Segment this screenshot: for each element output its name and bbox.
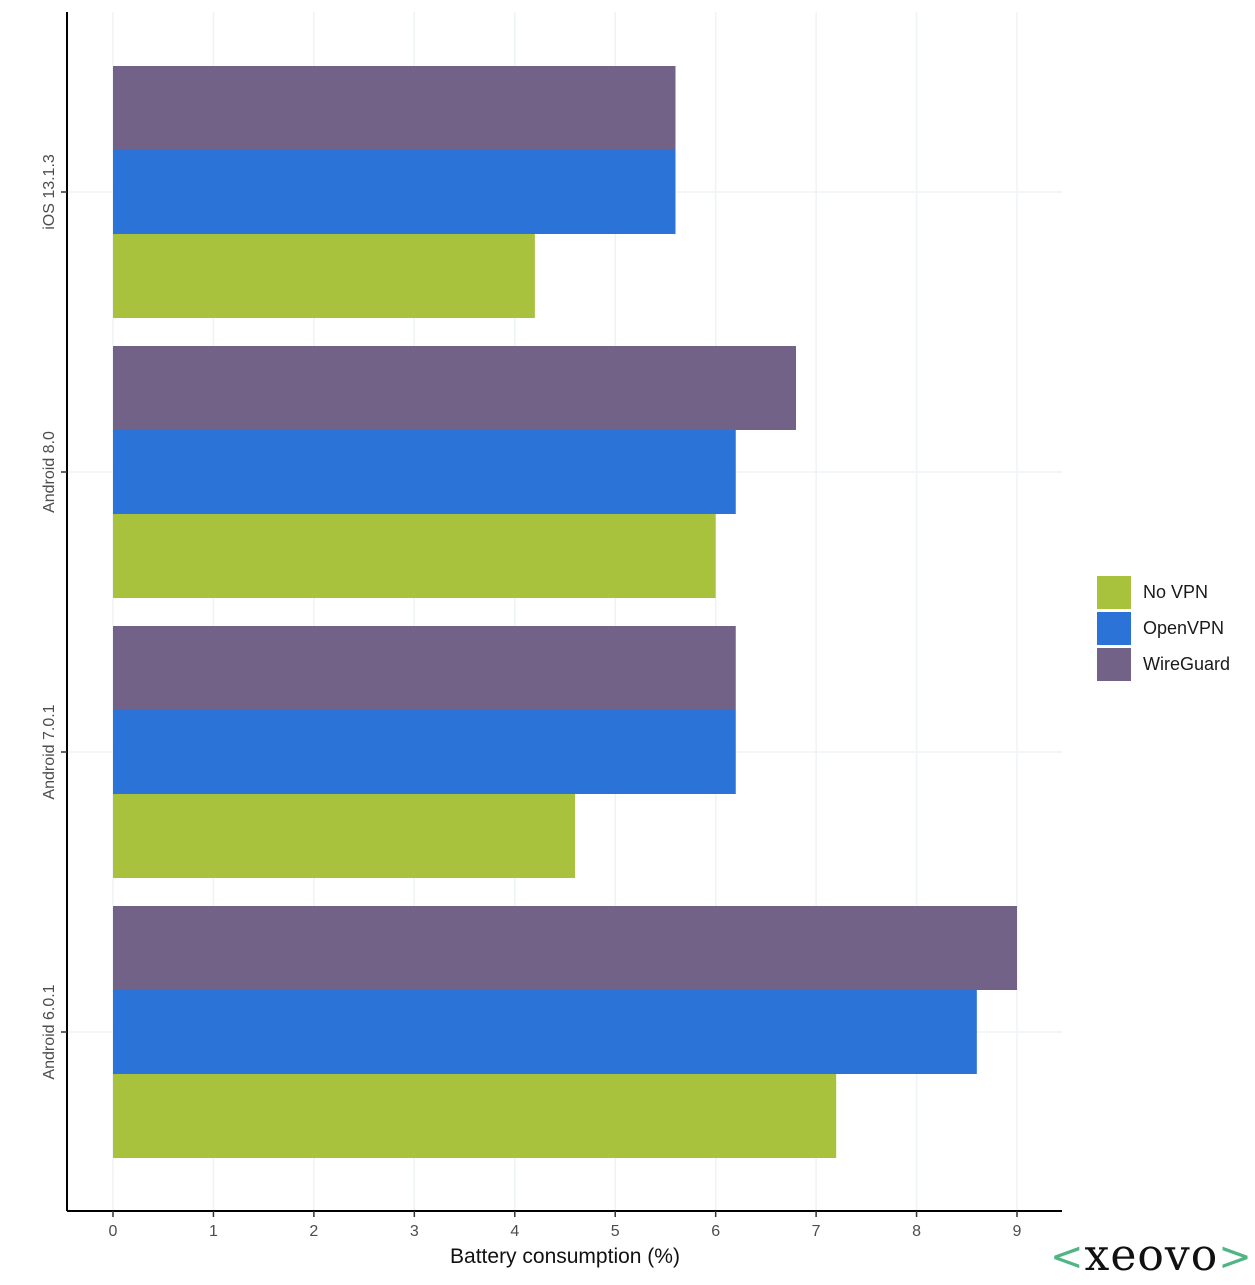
- x-axis-title: Battery consumption (%): [450, 1245, 680, 1268]
- bar-no-vpn: [113, 514, 716, 598]
- legend-label: WireGuard: [1143, 653, 1231, 674]
- bar-no-vpn: [113, 794, 576, 878]
- x-tick-label: 6: [711, 1223, 720, 1240]
- logo-right-bracket: >: [1218, 1234, 1253, 1280]
- x-tick-label: 5: [611, 1223, 620, 1240]
- legend-label: OpenVPN: [1143, 617, 1225, 638]
- x-tick-label: 8: [912, 1223, 921, 1240]
- bar-no-vpn: [113, 234, 535, 318]
- y-tick-label: iOS 13.1.3: [41, 154, 58, 230]
- bar-wireguard: [113, 66, 676, 150]
- bar-openvpn: [113, 430, 736, 514]
- x-tick-label: 2: [309, 1223, 318, 1240]
- bar-openvpn: [113, 150, 676, 234]
- bar-no-vpn: [113, 1074, 837, 1158]
- legend-swatch-no-vpn: [1097, 575, 1131, 609]
- y-tick-label: Android 8.0: [41, 431, 58, 513]
- legend-item-openvpn: OpenVPN: [1097, 610, 1230, 646]
- legend-item-wireguard: WireGuard: [1097, 646, 1230, 682]
- legend: No VPN OpenVPN WireGuard: [1097, 574, 1230, 682]
- y-tick-label: Android 6.0.1: [41, 984, 58, 1079]
- bar-openvpn: [113, 990, 977, 1074]
- x-tick-label: 7: [812, 1223, 821, 1240]
- legend-label: No VPN: [1143, 581, 1209, 602]
- x-tick-label: 4: [510, 1223, 519, 1240]
- legend-swatch-wireguard: [1097, 647, 1131, 681]
- x-tick-label: 3: [410, 1223, 419, 1240]
- logo-text: xeovo: [1084, 1230, 1219, 1281]
- x-tick-label: 0: [109, 1223, 118, 1240]
- x-tick-label: 1: [209, 1223, 218, 1240]
- bar-wireguard: [113, 346, 797, 430]
- bar-openvpn: [113, 710, 736, 794]
- legend-item-no-vpn: No VPN: [1097, 574, 1230, 610]
- y-tick-label: Android 7.0.1: [41, 704, 58, 799]
- legend-swatch-openvpn: [1097, 611, 1131, 645]
- logo-left-bracket: <: [1050, 1234, 1085, 1280]
- bar-wireguard: [113, 906, 1017, 990]
- bar-wireguard: [113, 626, 736, 710]
- xeovo-logo: <xeovo>: [1050, 1230, 1253, 1281]
- x-tick-label: 9: [1013, 1223, 1022, 1240]
